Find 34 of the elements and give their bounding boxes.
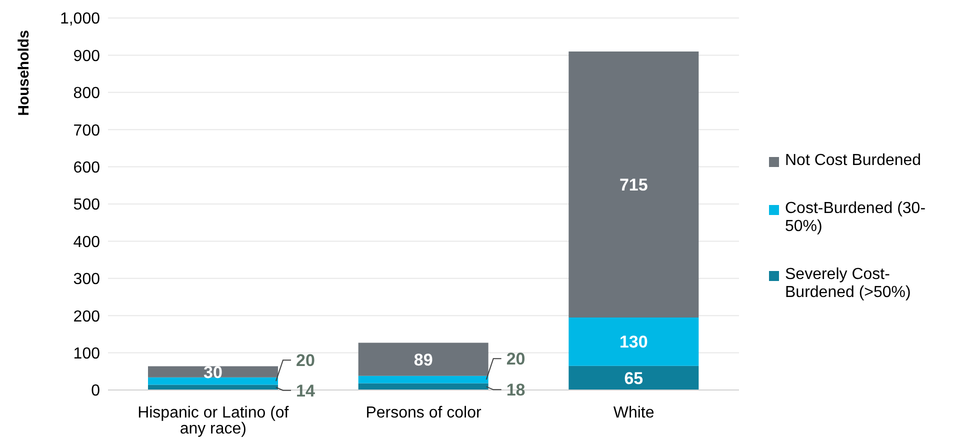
y-tick-label: 100 bbox=[73, 345, 100, 362]
y-tick-label: 0 bbox=[91, 382, 100, 400]
legend-label: Not Cost Burdened bbox=[785, 152, 922, 170]
data-label: 14 bbox=[296, 381, 316, 400]
bar bbox=[358, 342, 488, 376]
data-label: 30 bbox=[204, 362, 222, 382]
bar bbox=[568, 51, 699, 318]
y-axis-title: Households bbox=[16, 30, 33, 116]
bar bbox=[568, 317, 699, 366]
bar bbox=[568, 366, 699, 390]
legend-label: Cost-Burdened (30-50%) bbox=[785, 200, 927, 236]
y-tick-label: 1,000 bbox=[60, 10, 100, 28]
data-label: 65 bbox=[624, 368, 644, 388]
data-label: 130 bbox=[619, 332, 648, 352]
y-tick-label: 700 bbox=[73, 122, 100, 140]
y-tick-label: 600 bbox=[73, 159, 100, 176]
data-label: 20 bbox=[296, 351, 315, 370]
x-tick-label: White bbox=[613, 404, 654, 422]
bar bbox=[148, 377, 278, 385]
y-tick-label: 500 bbox=[73, 196, 100, 214]
y-tick-label: 900 bbox=[73, 48, 100, 65]
bar bbox=[148, 366, 278, 378]
data-label: 18 bbox=[506, 380, 526, 400]
bar bbox=[358, 376, 488, 384]
y-tick-label: 400 bbox=[73, 234, 100, 251]
y-tick-label: 800 bbox=[73, 85, 100, 102]
y-tick-label: 300 bbox=[73, 271, 100, 288]
data-label: 715 bbox=[619, 175, 648, 194]
y-tick-label: 200 bbox=[73, 308, 100, 326]
data-label: 20 bbox=[506, 350, 526, 369]
legend-label: Severely Cost-Burdened (>50%) bbox=[785, 266, 912, 302]
x-tick-label: Hispanic or Latino (of any race) bbox=[138, 404, 290, 438]
data-label: 89 bbox=[414, 350, 433, 370]
x-tick-label: Persons of color bbox=[366, 404, 482, 422]
